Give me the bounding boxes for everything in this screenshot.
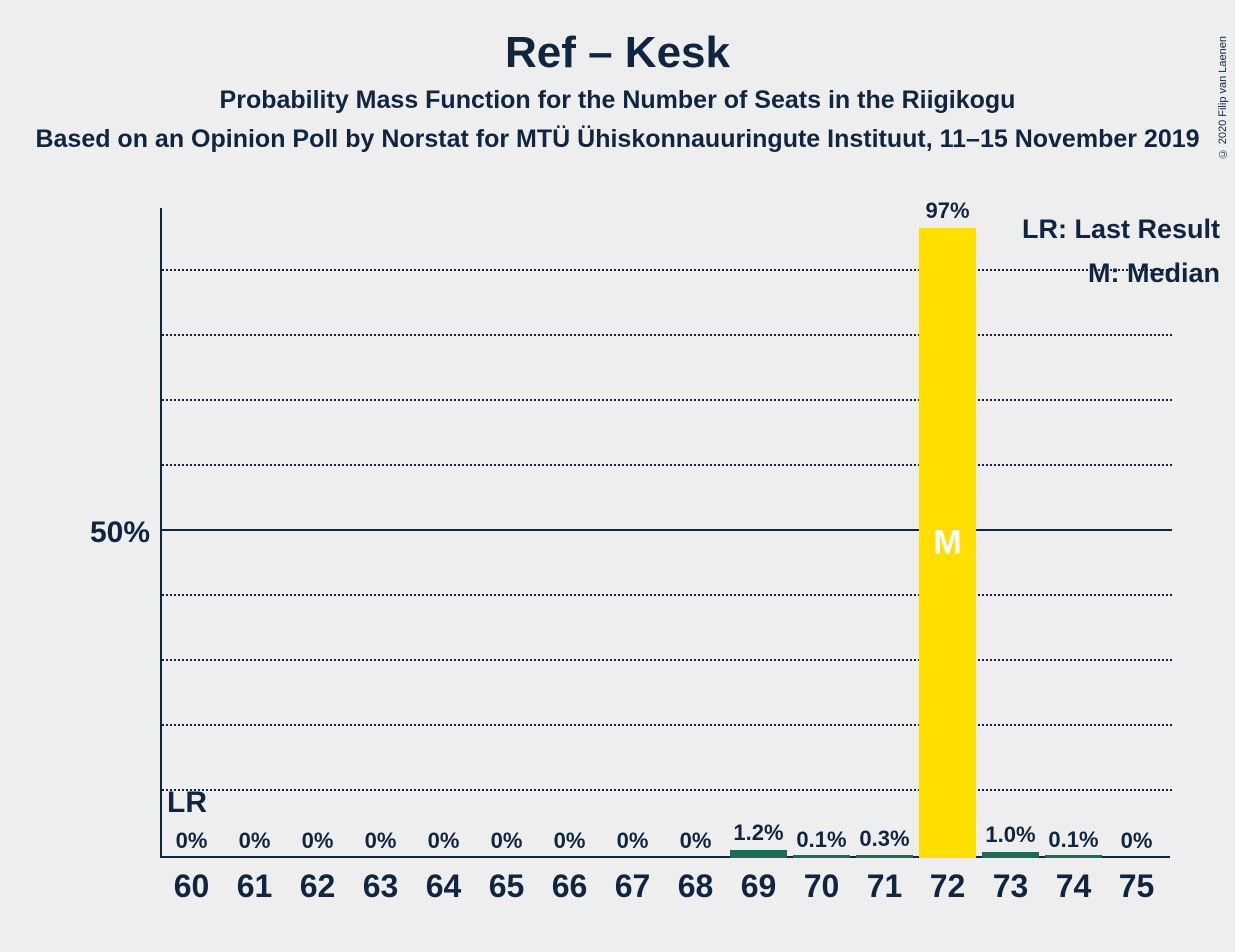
x-tick-label: 63 — [352, 868, 409, 905]
bar-cell: 0% — [352, 208, 409, 858]
bar-value-label: 0% — [352, 828, 409, 854]
bar-cell: 0% — [163, 208, 220, 858]
bar — [856, 855, 913, 858]
bar-cell: 0% — [1108, 208, 1165, 858]
bar-cell: 0.3% — [856, 208, 913, 858]
bar-cell: 0% — [604, 208, 661, 858]
bar-cell: 0% — [541, 208, 598, 858]
bar-cell: 1.2% — [730, 208, 787, 858]
bar — [730, 850, 787, 858]
bar-value-label: 97% — [919, 198, 976, 224]
bar-value-label: 0% — [163, 828, 220, 854]
x-tick-label: 74 — [1045, 868, 1102, 905]
bar-cell: 0% — [226, 208, 283, 858]
bar-value-label: 0.1% — [1045, 827, 1102, 853]
x-tick-label: 68 — [667, 868, 724, 905]
bar: M — [919, 228, 976, 859]
bar-value-label: 0% — [289, 828, 346, 854]
copyright-text: © 2020 Filip van Laenen — [1217, 36, 1229, 159]
median-marker: M — [919, 523, 976, 562]
x-tick-label: 67 — [604, 868, 661, 905]
bar-value-label: 0% — [541, 828, 598, 854]
x-tick-label: 66 — [541, 868, 598, 905]
x-tick-label: 69 — [730, 868, 787, 905]
bar — [1045, 855, 1102, 858]
legend-m: M: Median — [1088, 258, 1220, 289]
x-axis-labels: 60616263646566676869707172737475 — [160, 868, 1170, 908]
bar-value-label: 0% — [226, 828, 283, 854]
bar-value-label: 0% — [667, 828, 724, 854]
bars-layer: 0%0%0%0%0%0%0%0%0%1.2%0.1%0.3%M97%1.0%0.… — [160, 208, 1170, 858]
x-tick-label: 65 — [478, 868, 535, 905]
bar — [793, 855, 850, 858]
bar-cell: 0.1% — [1045, 208, 1102, 858]
x-tick-label: 64 — [415, 868, 472, 905]
x-tick-label: 70 — [793, 868, 850, 905]
bar-value-label: 0.1% — [793, 827, 850, 853]
bar-value-label: 0% — [415, 828, 472, 854]
x-tick-label: 71 — [856, 868, 913, 905]
bar-cell: 0.1% — [793, 208, 850, 858]
bar-cell: 0% — [667, 208, 724, 858]
x-tick-label: 61 — [226, 868, 283, 905]
y-axis-label: 50% — [90, 516, 150, 550]
x-tick-label: 73 — [982, 868, 1039, 905]
chart-source: Based on an Opinion Poll by Norstat for … — [0, 125, 1235, 154]
lr-marker: LR — [167, 786, 207, 820]
x-tick-label: 75 — [1108, 868, 1165, 905]
bar-value-label: 0.3% — [856, 826, 913, 852]
bar-value-label: 0% — [1108, 828, 1165, 854]
bar-value-label: 1.2% — [730, 820, 787, 846]
bar — [982, 852, 1039, 859]
bar-cell: 1.0% — [982, 208, 1039, 858]
bar-value-label: 0% — [604, 828, 661, 854]
chart-title: Ref – Kesk — [0, 28, 1235, 78]
bar-cell: M97% — [919, 208, 976, 858]
bar-cell: 0% — [289, 208, 346, 858]
chart-subtitle: Probability Mass Function for the Number… — [0, 86, 1235, 115]
bar-cell: 0% — [478, 208, 535, 858]
bar-value-label: 1.0% — [982, 822, 1039, 848]
chart-area: 0%0%0%0%0%0%0%0%0%1.2%0.1%0.3%M97%1.0%0.… — [160, 208, 1170, 858]
x-tick-label: 72 — [919, 868, 976, 905]
x-tick-label: 60 — [163, 868, 220, 905]
legend-lr: LR: Last Result — [1022, 214, 1220, 245]
bar-value-label: 0% — [478, 828, 535, 854]
bar-cell: 0% — [415, 208, 472, 858]
x-tick-label: 62 — [289, 868, 346, 905]
